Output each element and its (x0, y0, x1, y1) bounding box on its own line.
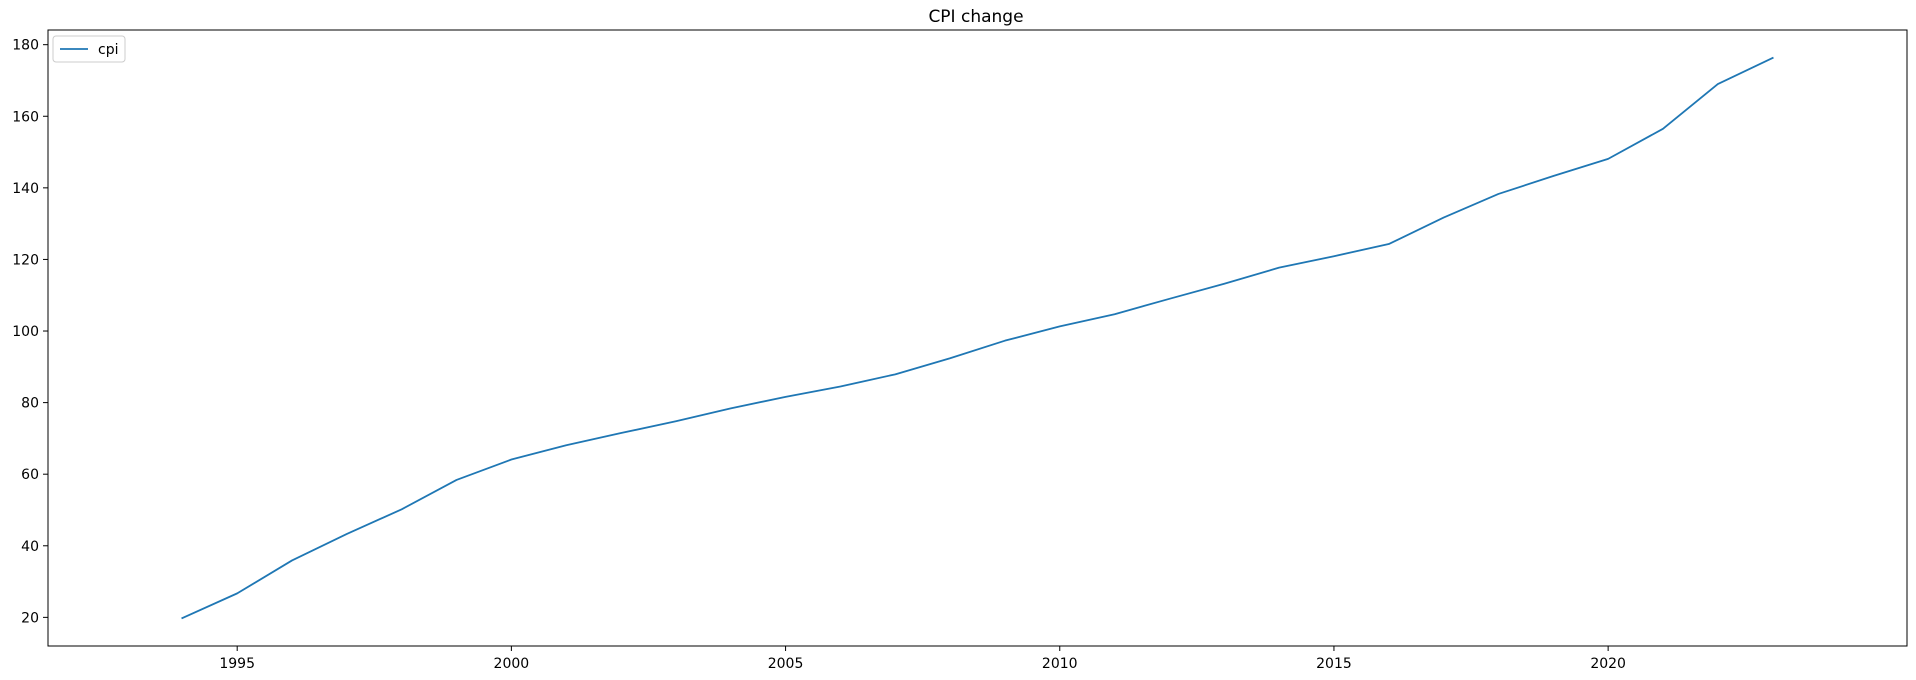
y-tick-label: 80 (21, 396, 39, 412)
y-tick-label: 120 (12, 252, 39, 268)
y-tick-label: 140 (12, 181, 39, 197)
y-tick-label: 40 (21, 539, 39, 555)
x-tick-label: 2010 (1042, 656, 1078, 672)
y-tick-label: 60 (21, 467, 39, 483)
ticks-layer: 1995 2000 2005 2010 2015 20202040608010012014… (12, 38, 1626, 672)
x-tick-label: 1995 (219, 656, 255, 672)
series-layer (181, 56, 1774, 620)
x-tick-label: 2000 (494, 656, 530, 672)
x-tick-label: 2005 (768, 656, 804, 672)
y-tick-label: 20 (21, 610, 39, 626)
x-tick-label: 2015 (1316, 656, 1352, 672)
y-tick-label: 100 (12, 324, 39, 340)
legend-label: cpi (98, 42, 118, 58)
x-tick-label: 2020 (1590, 656, 1626, 672)
y-tick-label: 180 (12, 38, 39, 54)
chart-title: CPI change (928, 7, 1023, 27)
legend-box (52, 35, 126, 63)
plot-area-frame (47, 29, 1908, 647)
series-line-cpi (181, 56, 1774, 620)
y-tick-label: 160 (12, 109, 39, 125)
legend: cpi (52, 35, 126, 63)
